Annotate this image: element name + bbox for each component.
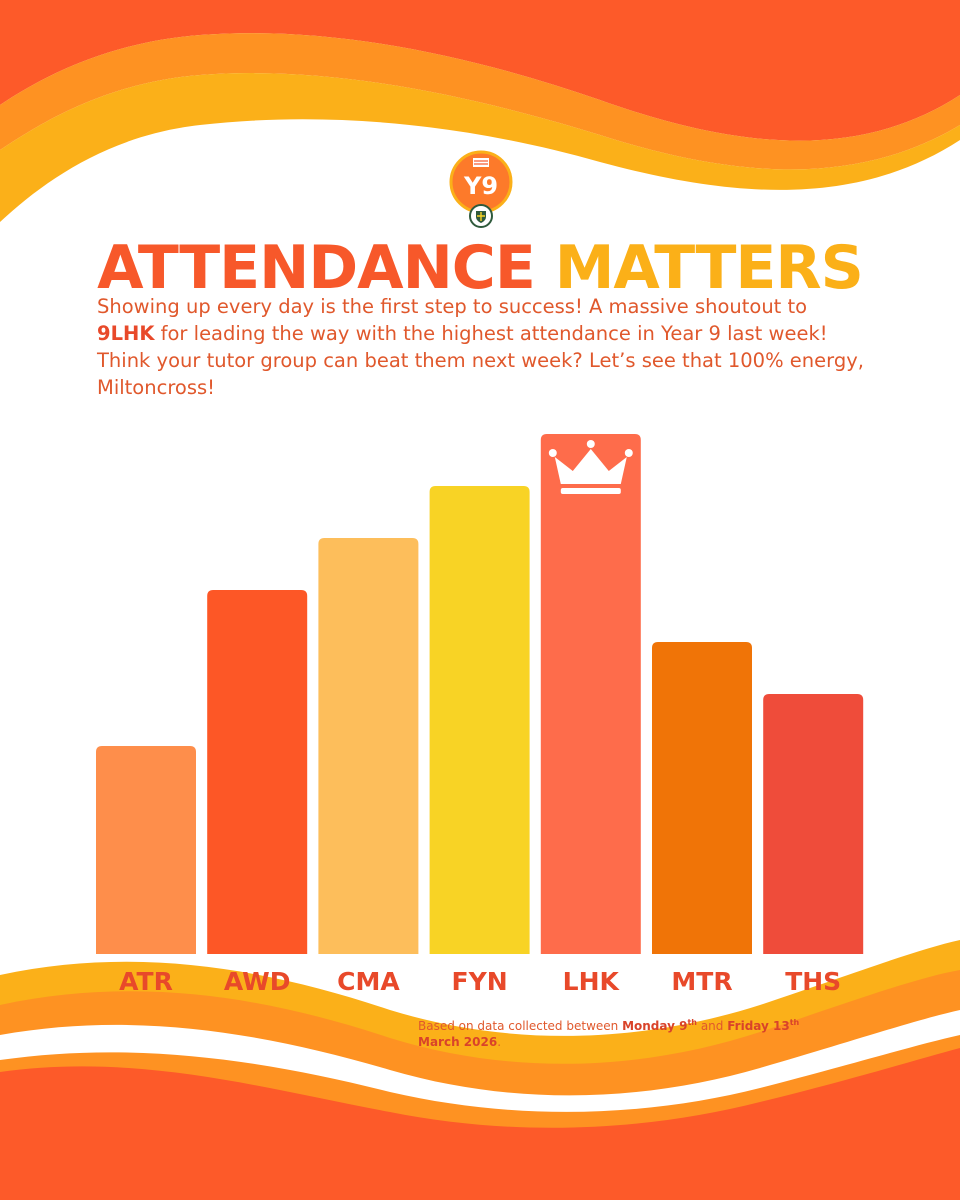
- bar-label-cma: CMA: [337, 967, 400, 996]
- crown-jewel-0: [548, 449, 557, 457]
- flag-icon: [473, 158, 489, 167]
- badge-text: Y9: [463, 172, 498, 200]
- bar-cma: [318, 538, 419, 954]
- top-wave-red: [0, 0, 960, 141]
- chart-category-labels: ATR AWD CMA FYN LHK MTR THS: [119, 967, 841, 996]
- top-wave-yellow: [0, 73, 960, 222]
- bar-label-awd: AWD: [224, 967, 291, 996]
- headline-matters: MATTERS: [554, 233, 864, 303]
- bar-label-ths: THS: [785, 967, 841, 996]
- footnote-date-2: Friday 13th: [727, 1018, 800, 1034]
- crown-jewel-2: [624, 449, 633, 457]
- bar-label-atr: ATR: [119, 967, 173, 996]
- data-footnote: Based on data collected between Monday 9…: [418, 1018, 868, 1050]
- top-wave-decoration: [0, 0, 960, 222]
- y9-house-badge-icon: Y9: [449, 150, 513, 228]
- footnote-text-3: .: [497, 1035, 502, 1049]
- bottom-wave-decoration: [0, 940, 960, 1200]
- bar-awd: [207, 590, 308, 954]
- bottom-wave-red: [0, 1048, 960, 1200]
- bar-atr: [96, 746, 196, 954]
- crown-base: [560, 488, 621, 494]
- headline: ATTENDANCE MATTERS: [0, 232, 960, 304]
- bar-label-fyn: FYN: [452, 967, 508, 996]
- footnote-date-1-sup: th: [687, 1018, 698, 1027]
- intro-text-3: Think your tutor group can beat them nex…: [97, 349, 864, 399]
- bar-label-mtr: MTR: [671, 967, 732, 996]
- footnote-date-3: March 2026: [418, 1035, 498, 1049]
- bar-mtr: [652, 642, 752, 954]
- crown-shape: [554, 449, 627, 484]
- footnote-text-1: Based on data collected between: [418, 1019, 623, 1033]
- crown-jewel-1: [586, 440, 595, 448]
- footnote-date-1-text: Monday 9: [622, 1019, 688, 1033]
- intro-text-2: for leading the way with the highest att…: [154, 322, 828, 345]
- bar-ths: [763, 694, 864, 954]
- footnote-text-2: and: [697, 1019, 728, 1033]
- bar-fyn: [429, 486, 530, 954]
- footnote-date-2-sup: th: [789, 1018, 800, 1027]
- chart-bars: [96, 434, 864, 954]
- bar-label-lhk: LHK: [563, 967, 621, 996]
- bar-lhk: [540, 434, 641, 954]
- footnote-date-2-text: Friday 13: [727, 1019, 790, 1033]
- crown-icon: [548, 440, 633, 494]
- footnote-date-1: Monday 9th: [622, 1018, 698, 1034]
- intro-highlight-9lhk: 9LHK: [97, 322, 155, 345]
- intro-paragraph: Showing up every day is the first step t…: [97, 293, 867, 401]
- intro-text-1: Showing up every day is the first step t…: [97, 295, 808, 318]
- top-wave-orange: [0, 33, 960, 170]
- bottom-wave-white: [0, 1010, 960, 1112]
- headline-attendance: ATTENDANCE: [97, 233, 536, 303]
